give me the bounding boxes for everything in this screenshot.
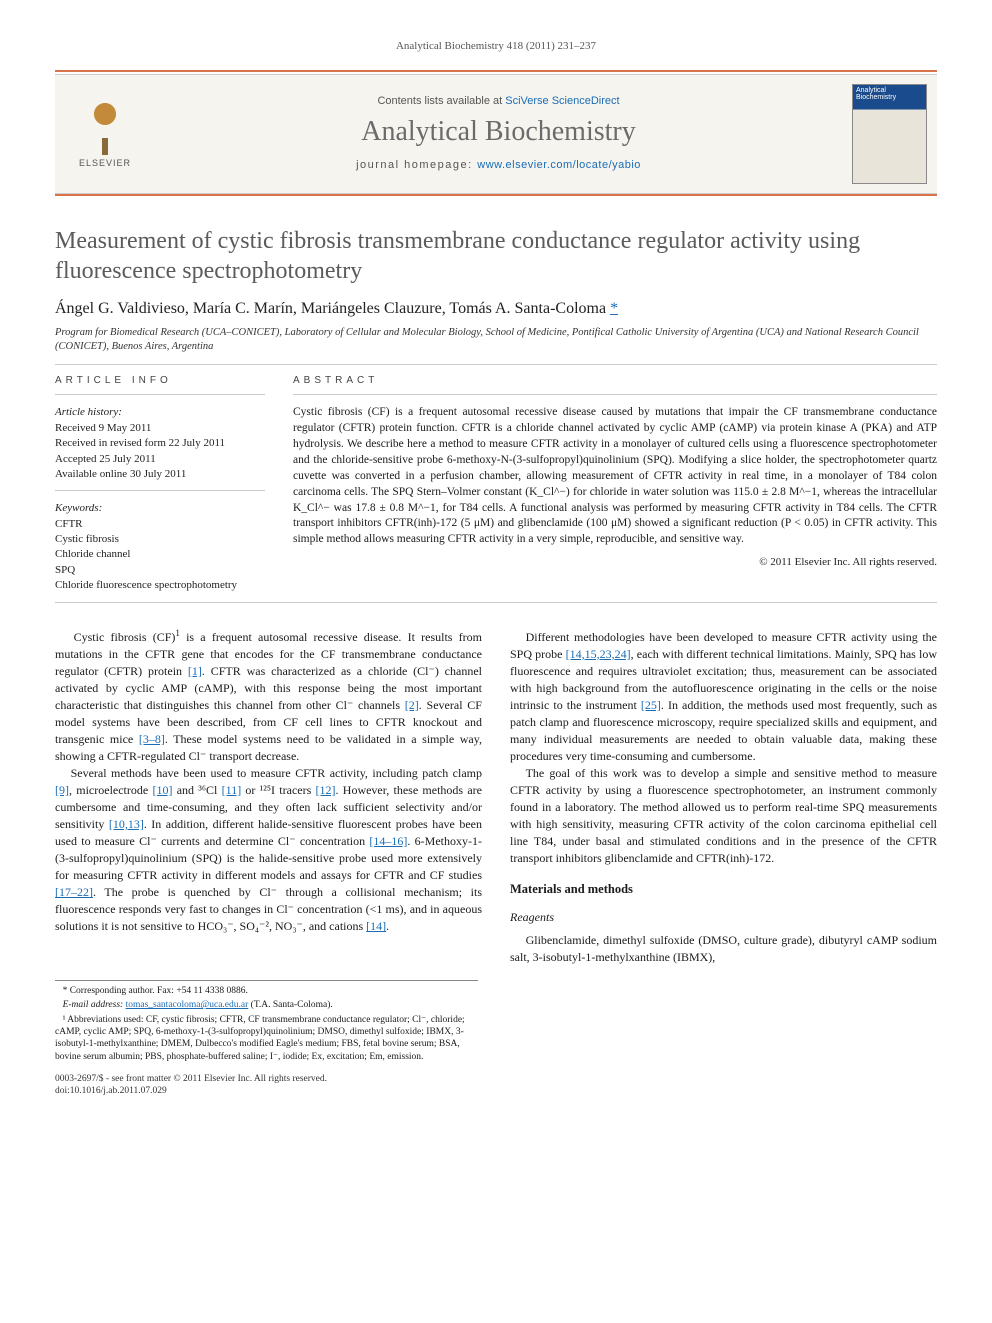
journal-homepage-line: journal homepage: www.elsevier.com/locat…	[163, 159, 834, 171]
ref-9[interactable]: [9]	[55, 783, 69, 797]
keyword-2: Cystic fibrosis	[55, 532, 265, 547]
abstract-text: Cystic fibrosis (CF) is a frequent autos…	[293, 405, 937, 548]
article-info-column: ARTICLE INFO Article history: Received 9…	[55, 375, 265, 593]
corresponding-email-link[interactable]: tomas_santacoloma@uca.edu.ar	[126, 1000, 249, 1010]
sciencedirect-link[interactable]: SciVerse ScienceDirect	[505, 95, 619, 107]
body-two-column: Cystic fibrosis (CF)1 is a frequent auto…	[55, 629, 937, 966]
article-history-head: Article history:	[55, 405, 265, 420]
divider-above-info	[55, 364, 937, 365]
history-received: Received 9 May 2011	[55, 421, 265, 436]
elsevier-wordmark: ELSEVIER	[79, 158, 131, 168]
ref-17-22[interactable]: [17–22]	[55, 885, 93, 899]
corresponding-author-footnote: * Corresponding author. Fax: +54 11 4338…	[55, 985, 478, 997]
corresponding-author-mark[interactable]: *	[610, 300, 618, 317]
reagents-heading: Reagents	[510, 909, 937, 926]
p2a: Several methods have been used to measur…	[71, 766, 482, 780]
journal-banner-title: Analytical Biochemistry	[163, 116, 834, 148]
keyword-1: CFTR	[55, 517, 265, 532]
abstract-divider	[293, 394, 937, 395]
ref-11[interactable]: [11]	[222, 783, 242, 797]
intro-para-4: The goal of this work was to develop a s…	[510, 765, 937, 867]
ref-1[interactable]: [1]	[188, 664, 202, 678]
info-divider-1	[55, 394, 265, 395]
cover-thumb-cell: Analytical Biochemistry	[842, 75, 937, 193]
ref-14[interactable]: [14]	[366, 919, 386, 933]
ref-25[interactable]: [25]	[641, 698, 661, 712]
ref-10-13[interactable]: [10,13]	[109, 817, 144, 831]
running-head: Analytical Biochemistry 418 (2011) 231–2…	[55, 40, 937, 52]
p2d: or ¹²⁵I tracers	[241, 783, 315, 797]
abbreviations-footnote: ¹ Abbreviations used: CF, cystic fibrosi…	[55, 1014, 478, 1063]
footer-front-matter: 0003-2697/$ - see front matter © 2011 El…	[55, 1073, 937, 1085]
email-tail: (T.A. Santa-Coloma).	[248, 1000, 333, 1010]
ref-14-15-23-24[interactable]: [14,15,23,24]	[566, 647, 631, 661]
p1a: Cystic fibrosis (CF)	[74, 630, 176, 644]
keyword-3: Chloride channel	[55, 547, 265, 562]
history-revised: Received in revised form 22 July 2011	[55, 436, 265, 451]
ref-10[interactable]: [10]	[152, 783, 172, 797]
abstract-heading: ABSTRACT	[293, 375, 937, 386]
page-footer: 0003-2697/$ - see front matter © 2011 El…	[55, 1073, 937, 1098]
p2c: and ³⁶Cl	[172, 783, 221, 797]
elsevier-tree-icon	[80, 100, 130, 155]
footer-doi: doi:10.1016/j.ab.2011.07.029	[55, 1085, 937, 1097]
journal-cover-thumbnail: Analytical Biochemistry	[852, 84, 927, 184]
history-accepted: Accepted 25 July 2011	[55, 452, 265, 467]
p3b: .	[386, 919, 389, 933]
intro-para-2: Several methods have been used to measur…	[55, 765, 482, 935]
info-abstract-row: ARTICLE INFO Article history: Received 9…	[55, 375, 937, 593]
affiliation: Program for Biomedical Research (UCA–CON…	[55, 326, 937, 354]
keywords-block: Keywords: CFTR Cystic fibrosis Chloride …	[55, 501, 265, 593]
footnotes-block: * Corresponding author. Fax: +54 11 4338…	[55, 980, 478, 1063]
article-history-block: Article history: Received 9 May 2011 Rec…	[55, 405, 265, 482]
authors-names: Ángel G. Valdivieso, María C. Marín, Mar…	[55, 300, 606, 317]
ref-12[interactable]: [12]	[316, 783, 336, 797]
article-info-heading: ARTICLE INFO	[55, 375, 265, 386]
journal-banner: ELSEVIER Contents lists available at Sci…	[55, 74, 937, 194]
history-online: Available online 30 July 2011	[55, 467, 265, 482]
article-title: Measurement of cystic fibrosis transmemb…	[55, 226, 937, 286]
divider-below-abstract	[55, 602, 937, 603]
abstract-copyright: © 2011 Elsevier Inc. All rights reserved…	[293, 556, 937, 568]
elsevier-logo: ELSEVIER	[70, 94, 140, 174]
ref-3-8[interactable]: [3–8]	[139, 732, 165, 746]
email-footnote: E-mail address: tomas_santacoloma@uca.ed…	[55, 999, 478, 1011]
info-divider-2	[55, 490, 265, 491]
reagents-para: Glibenclamide, dimethyl sulfoxide (DMSO,…	[510, 932, 937, 966]
journal-homepage-link[interactable]: www.elsevier.com/locate/yabio	[477, 159, 641, 171]
ref-14-16[interactable]: [14–16]	[369, 834, 407, 848]
abstract-column: ABSTRACT Cystic fibrosis (CF) is a frequ…	[293, 375, 937, 593]
author-list: Ángel G. Valdivieso, María C. Marín, Mar…	[55, 300, 937, 318]
keyword-4: SPQ	[55, 563, 265, 578]
bottom-rule-orange	[55, 194, 937, 196]
cover-title-text: Analytical Biochemistry	[856, 87, 923, 101]
contents-lists-line: Contents lists available at SciVerse Sci…	[163, 95, 834, 107]
contents-prefix: Contents lists available at	[377, 95, 505, 107]
email-label: E-mail address:	[63, 1000, 126, 1010]
ref-2[interactable]: [2]	[405, 698, 419, 712]
banner-center: Contents lists available at SciVerse Sci…	[155, 75, 842, 193]
materials-methods-heading: Materials and methods	[510, 881, 937, 899]
p2b: , microelectrode	[69, 783, 152, 797]
keyword-5: Chloride fluorescence spectrophotometry	[55, 578, 265, 593]
intro-para-3: Different methodologies have been develo…	[510, 629, 937, 765]
top-rule-orange	[55, 70, 937, 72]
publisher-logo-cell: ELSEVIER	[55, 75, 155, 193]
homepage-prefix: journal homepage:	[356, 159, 477, 171]
keywords-head: Keywords:	[55, 501, 265, 516]
intro-para-1: Cystic fibrosis (CF)1 is a frequent auto…	[55, 629, 482, 765]
